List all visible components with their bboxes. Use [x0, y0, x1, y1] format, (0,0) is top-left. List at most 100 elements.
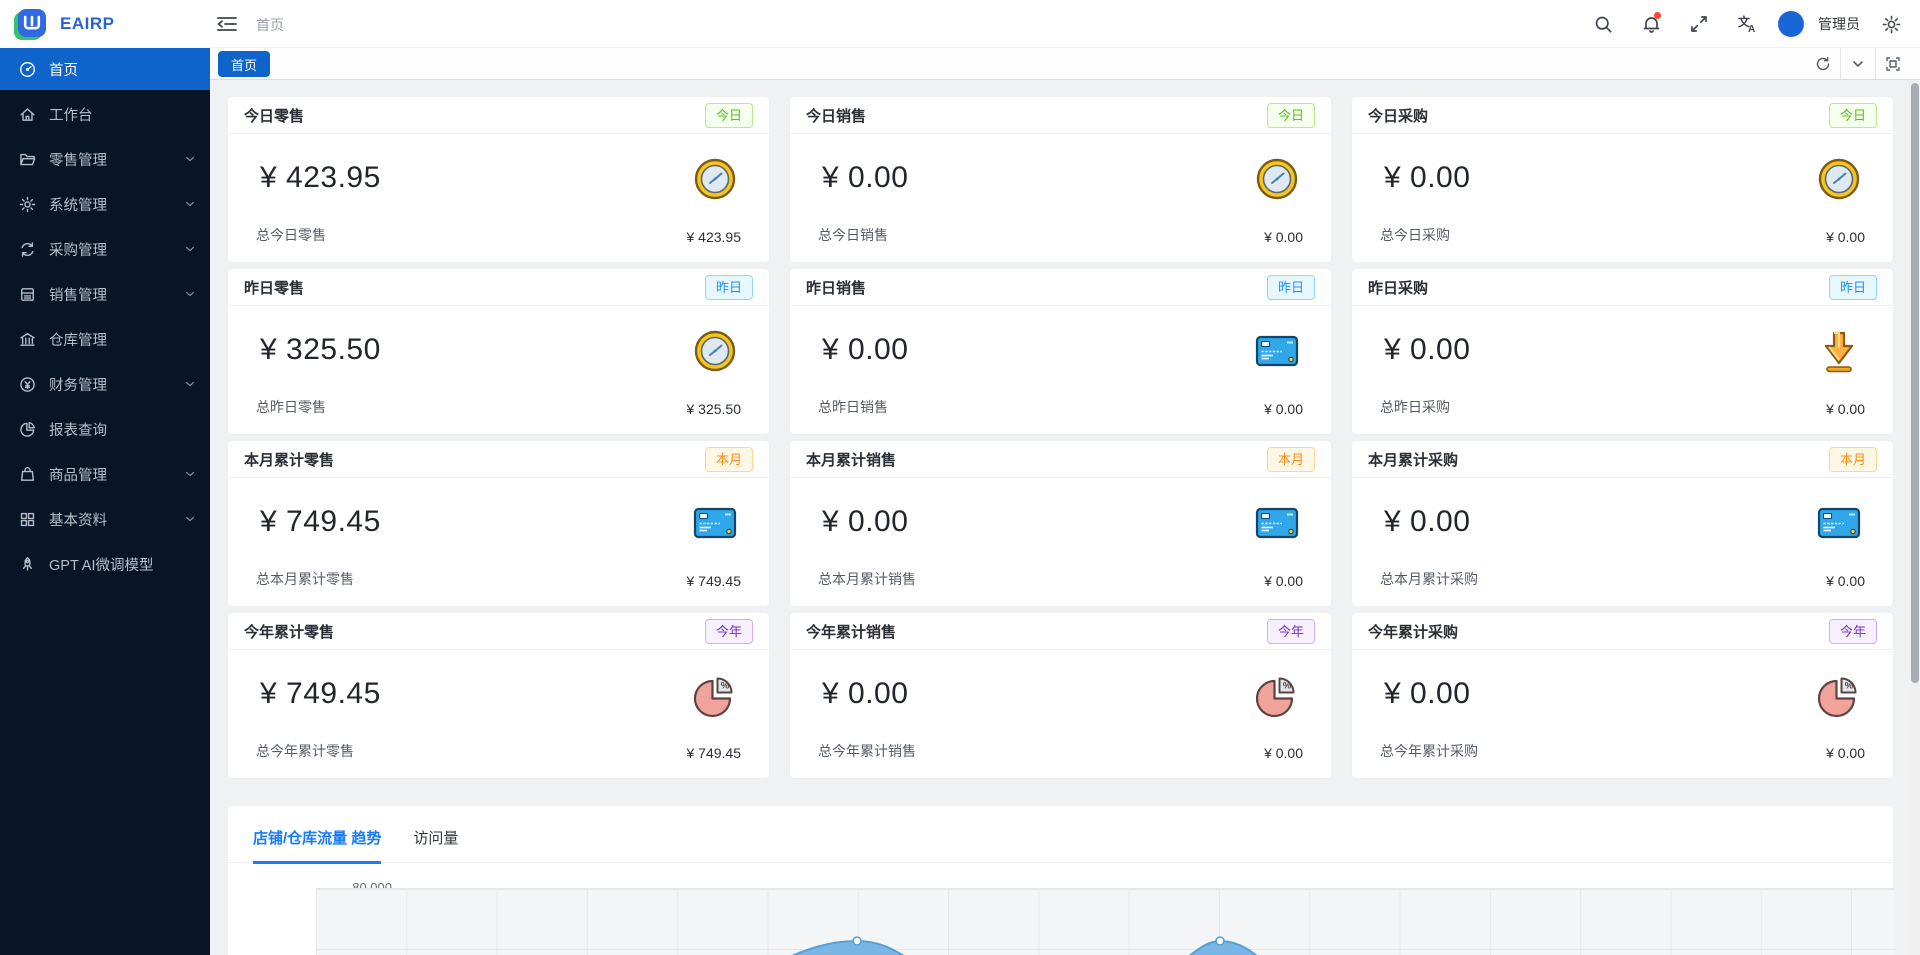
status-badge: 今年 — [704, 618, 753, 644]
clock-icon — [691, 155, 739, 203]
status-badge: 今年 — [1266, 618, 1315, 644]
scrollbar-thumb[interactable] — [1911, 83, 1919, 683]
svg-text:%: % — [1845, 681, 1854, 692]
sidebar-item-7[interactable]: 仓库管理 — [0, 318, 210, 360]
clock-icon — [1815, 155, 1863, 203]
stat-card-title: 本月累计采购 — [1368, 451, 1459, 469]
stat-card-title: 今年累计零售 — [244, 623, 335, 641]
stat-card-title: 今日销售 — [806, 107, 867, 125]
stat-footer-label: 总本月累计采购 — [1380, 571, 1478, 587]
chart-card: 店铺/仓库流量 趋势 访问量 80,000 60,000 — [228, 806, 1895, 955]
sidebar-item-label: 报表查询 — [49, 422, 107, 439]
stat-footer-label: 总本月累计销售 — [818, 571, 916, 587]
stat-card-title: 昨日销售 — [806, 279, 867, 297]
stat-footer-value: ¥ 0.00 — [1264, 229, 1303, 245]
sidebar-item-10[interactable]: 商品管理 — [0, 453, 210, 495]
refresh-icon[interactable] — [1806, 48, 1840, 79]
sidebar-item-label: 仓库管理 — [49, 332, 107, 349]
logo[interactable]: EAIRP — [0, 0, 210, 48]
home-icon — [19, 106, 36, 123]
finance-icon — [19, 376, 36, 393]
stat-footer-value: ¥ 0.00 — [1826, 229, 1865, 245]
chevron-down-icon[interactable] — [1841, 48, 1875, 79]
pie-chart-icon: % — [691, 671, 739, 719]
stat-card-9: 本月累计采购 本月 ¥ 0.00 总本月累计采购 ¥ 0.00 — [1352, 441, 1893, 606]
area-series — [791, 936, 1258, 955]
stat-value: ¥ 0.00 — [1384, 333, 1471, 366]
sidebar-item-label: 财务管理 — [49, 377, 107, 394]
pie-chart-icon: % — [1253, 671, 1301, 719]
stat-value: ¥ 749.45 — [260, 505, 381, 538]
sidebar-item-11[interactable]: 基本资料 — [0, 498, 210, 540]
status-badge: 昨日 — [1266, 274, 1315, 300]
dashboard-icon — [19, 61, 36, 78]
stat-card-11: 今年累计销售 今年 ¥ 0.00 % 总今年累计销售 ¥ 0.00 — [790, 613, 1331, 778]
stat-value: ¥ 749.45 — [260, 677, 381, 710]
user-name[interactable]: 管理员 — [1818, 16, 1860, 32]
stat-footer-label: 总昨日采购 — [1380, 399, 1450, 415]
stat-footer-value: ¥ 0.00 — [1264, 401, 1303, 417]
main-content: 今日零售 今日 ¥ 423.95 总今日零售 ¥ 423.95 今日销售 今日 … — [210, 80, 1920, 955]
grid-icon — [19, 511, 36, 528]
stat-footer-value: ¥ 749.45 — [686, 745, 742, 761]
stat-card-3: 今日采购 今日 ¥ 0.00 总今日采购 ¥ 0.00 — [1352, 97, 1893, 262]
breadcrumb[interactable]: 首页 — [256, 17, 284, 33]
maximize-icon[interactable] — [1876, 48, 1910, 79]
status-badge: 今日 — [1828, 102, 1877, 128]
stat-card-title: 昨日零售 — [244, 279, 305, 297]
chart-plot-area — [316, 888, 1895, 955]
stat-footer-value: ¥ 0.00 — [1826, 745, 1865, 761]
stat-card-5: 昨日销售 昨日 ¥ 0.00 总昨日销售 ¥ 0.00 — [790, 269, 1331, 434]
bell-icon[interactable] — [1634, 7, 1668, 41]
svg-text:%: % — [1283, 681, 1292, 692]
stat-footer-label: 总昨日销售 — [818, 399, 888, 415]
stat-value: ¥ 0.00 — [822, 677, 909, 710]
fullscreen-icon[interactable] — [1682, 7, 1716, 41]
stat-card-8: 本月累计销售 本月 ¥ 0.00 总本月累计销售 ¥ 0.00 — [790, 441, 1331, 606]
bank-icon — [19, 331, 36, 348]
stat-value: ¥ 423.95 — [260, 161, 381, 194]
chart-tab-visits[interactable]: 访问量 — [413, 830, 459, 847]
status-badge: 本月 — [1266, 446, 1315, 472]
tab-home[interactable]: 首页 — [218, 51, 271, 77]
chevron-down-icon — [184, 198, 196, 210]
clock-icon — [1253, 155, 1301, 203]
sidebar-item-label: 基本资料 — [49, 512, 107, 529]
sidebar-item-9[interactable]: 报表查询 — [0, 408, 210, 450]
stat-value: ¥ 0.00 — [822, 333, 909, 366]
pie-icon — [19, 421, 36, 438]
status-badge: 今日 — [1266, 102, 1315, 128]
sidebar-item-12[interactable]: GPT AI微调模型 — [0, 543, 210, 585]
sidebar-item-label: 首页 — [49, 62, 78, 79]
chevron-down-icon — [184, 243, 196, 255]
chevron-down-icon — [184, 378, 196, 390]
stat-value: ¥ 0.00 — [822, 161, 909, 194]
sidebar-item-3[interactable]: 零售管理 — [0, 138, 210, 180]
stat-footer-label: 总今年累计零售 — [256, 743, 354, 759]
stat-cards-grid: 今日零售 今日 ¥ 423.95 总今日零售 ¥ 423.95 今日销售 今日 … — [228, 97, 1893, 778]
status-badge: 本月 — [704, 446, 753, 472]
sidebar-item-8[interactable]: 财务管理 — [0, 363, 210, 405]
status-badge: 本月 — [1828, 446, 1877, 472]
sidebar-item-1[interactable]: 首页 — [0, 48, 210, 90]
stat-footer-value: ¥ 0.00 — [1826, 401, 1865, 417]
gear-icon[interactable] — [1874, 7, 1908, 41]
status-badge: 今年 — [1828, 618, 1877, 644]
chart-tab-flow-trend[interactable]: 店铺/仓库流量 趋势 — [253, 827, 382, 864]
stat-card-7: 本月累计零售 本月 ¥ 749.45 总本月累计零售 ¥ 749.45 — [228, 441, 769, 606]
avatar[interactable] — [1778, 11, 1804, 37]
sidebar-item-4[interactable]: 系统管理 — [0, 183, 210, 225]
stat-value: ¥ 0.00 — [1384, 677, 1471, 710]
translate-icon[interactable]: 文 A — [1730, 7, 1764, 41]
stat-footer-label: 总今日销售 — [818, 227, 888, 243]
sidebar-collapse-icon[interactable] — [216, 14, 238, 34]
status-badge: 昨日 — [704, 274, 753, 300]
bag-icon — [19, 466, 36, 483]
stat-card-6: 昨日采购 昨日 ¥ 0.00 总昨日采购 ¥ 0.00 — [1352, 269, 1893, 434]
sidebar-item-6[interactable]: 销售管理 — [0, 273, 210, 315]
sidebar-item-5[interactable]: 采购管理 — [0, 228, 210, 270]
stat-value: ¥ 0.00 — [1384, 505, 1471, 538]
search-icon[interactable] — [1586, 7, 1620, 41]
stat-footer-value: ¥ 423.95 — [686, 229, 742, 245]
sidebar-item-2[interactable]: 工作台 — [0, 93, 210, 135]
